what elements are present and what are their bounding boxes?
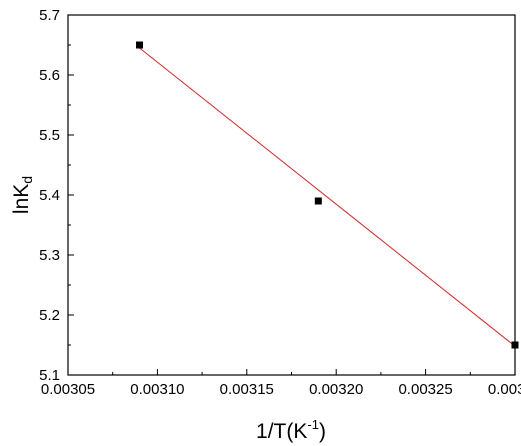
data-point <box>511 341 519 349</box>
y-axis-ticks: 5.1 5.2 5.3 5.4 5.5 5.6 5.7 <box>39 7 74 384</box>
y-tick-label: 5.6 <box>39 67 60 84</box>
x-tick-label: 0.00315 <box>220 381 274 398</box>
y-axis-title-sub: d <box>19 176 35 184</box>
fit-line <box>139 47 516 347</box>
y-axis-title-main: lnK <box>10 184 33 214</box>
y-tick-label: 5.7 <box>39 7 60 24</box>
x-axis-title-close: ) <box>319 420 326 443</box>
y-tick-label: 5.3 <box>39 247 60 264</box>
y-axis-title: lnKd <box>10 176 35 214</box>
y-tick-label: 5.4 <box>39 187 60 204</box>
data-points <box>136 41 519 349</box>
y-tick-label: 5.2 <box>39 307 60 324</box>
y-tick-label: 5.1 <box>39 367 60 384</box>
y-tick-label: 5.5 <box>39 127 60 144</box>
x-axis-ticks: 0.00305 0.00310 0.00315 0.00320 0.00325 0.003… <box>41 369 521 398</box>
data-point <box>314 197 322 205</box>
x-tick-label: 0.00330 <box>488 381 521 398</box>
data-point <box>136 41 144 49</box>
x-axis-title: 1/T(K-1) <box>256 417 326 443</box>
x-tick-label: 0.00325 <box>398 381 452 398</box>
x-tick-label: 0.00305 <box>41 381 95 398</box>
plot-frame <box>67 14 516 376</box>
x-axis-title-main: 1/T(K <box>256 420 307 443</box>
x-tick-label: 0.00320 <box>309 381 363 398</box>
x-tick-label: 0.00310 <box>130 381 184 398</box>
x-axis-title-sup: -1 <box>307 417 319 432</box>
